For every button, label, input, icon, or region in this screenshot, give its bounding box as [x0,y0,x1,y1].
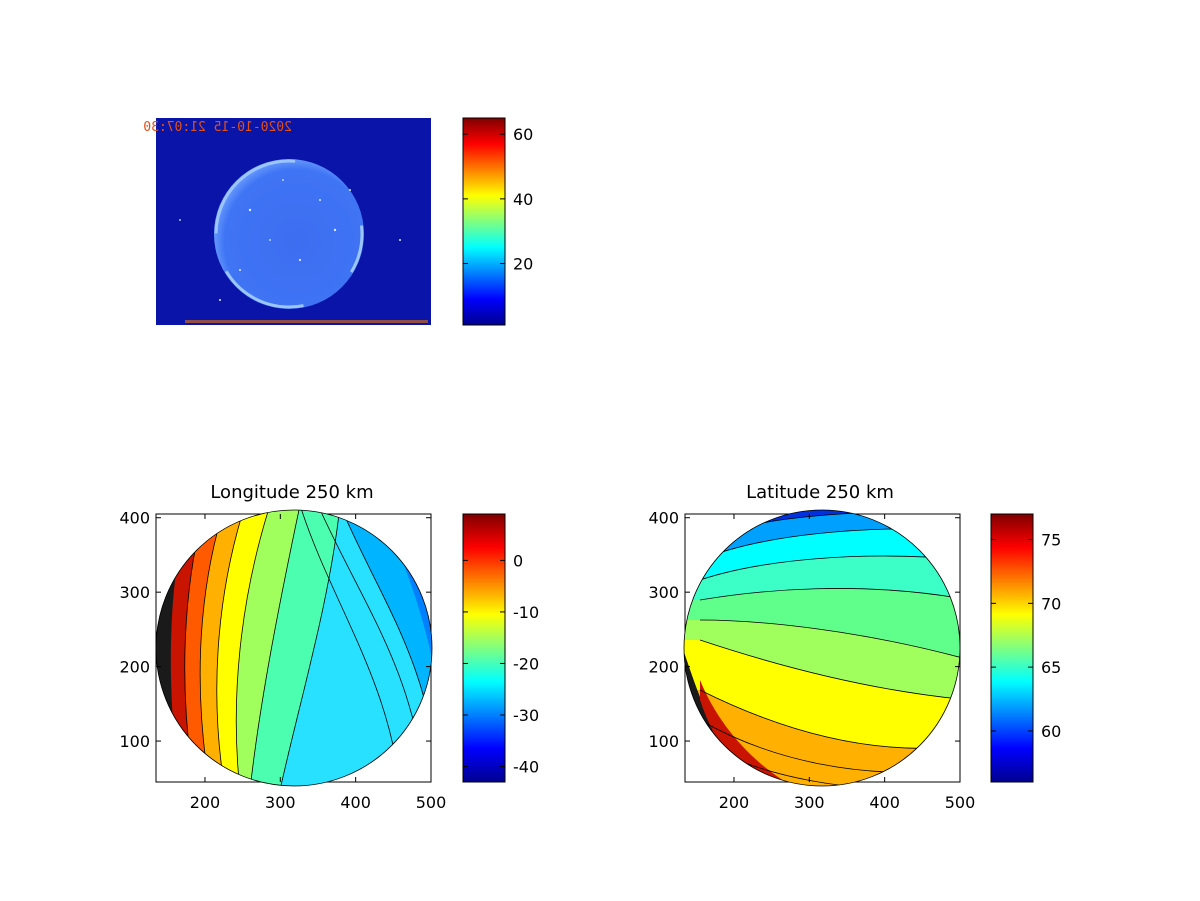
latitude-title: Latitude 250 km [746,482,894,503]
y-tick-label: 400 [648,509,679,528]
image-panel: 2020-10-15 21:07:30 20 40 60 [143,117,533,326]
image-colorbar-ticks: 20 40 60 [463,125,533,274]
colorbar-tick-label: 60 [513,125,533,144]
colorbar-tick-label: 65 [1041,658,1061,677]
x-tick-label: 300 [265,793,296,812]
colorbar-tick-label: -30 [513,706,539,725]
longitude-y-ticks: 100 200 300 400 [119,509,431,751]
image-stamp: 2020-10-15 21:07:30 [143,120,292,135]
image-speckles [179,179,401,301]
longitude-panel: Longitude 250 km [119,482,539,812]
x-tick-label: 500 [945,793,976,812]
y-tick-label: 400 [119,509,150,528]
colorbar-tick-label: -20 [513,654,539,673]
longitude-disk-edge [155,509,433,787]
y-tick-label: 100 [648,732,679,751]
x-tick-label: 400 [340,793,371,812]
x-tick-label: 400 [869,793,900,812]
colorbar-tick-label: -10 [513,603,539,622]
colorbar-tick-label: 70 [1041,594,1061,613]
latitude-y-ticks: 100 200 300 400 [648,509,960,751]
x-tick-label: 300 [794,793,825,812]
planet-disk [214,159,364,309]
x-tick-label: 200 [190,793,221,812]
colorbar-tick-label: 0 [513,551,523,570]
disk-limb-glow [214,159,364,309]
colorbar-tick-label: 20 [513,255,533,274]
colorbar-tick-label: 75 [1041,531,1061,550]
latitude-colorbar [990,513,1034,783]
image-colorbar [462,117,506,326]
longitude-colorbar-ticks: -40 -30 -20 -10 0 [463,551,539,777]
longitude-title: Longitude 250 km [210,482,373,503]
longitude-colorbar [462,513,506,783]
y-tick-label: 200 [119,658,150,677]
x-tick-label: 200 [719,793,750,812]
image-footer-strip [185,320,428,323]
y-tick-label: 100 [119,732,150,751]
latitude-disk-edge [683,509,961,787]
latitude-panel: Latitude 250 km [648,482,1061,812]
colorbar-tick-label: 60 [1041,722,1061,741]
latitude-x-ticks: 200 300 400 500 [719,514,976,812]
colorbar-tick-label: 40 [513,190,533,209]
y-tick-label: 200 [648,658,679,677]
y-tick-label: 300 [119,583,150,602]
y-tick-label: 300 [648,583,679,602]
colorbar-tick-label: -40 [513,758,539,777]
latitude-contours [699,511,960,786]
latitude-colorbar-ticks: 60 65 70 75 [991,531,1061,741]
x-tick-label: 500 [416,793,447,812]
